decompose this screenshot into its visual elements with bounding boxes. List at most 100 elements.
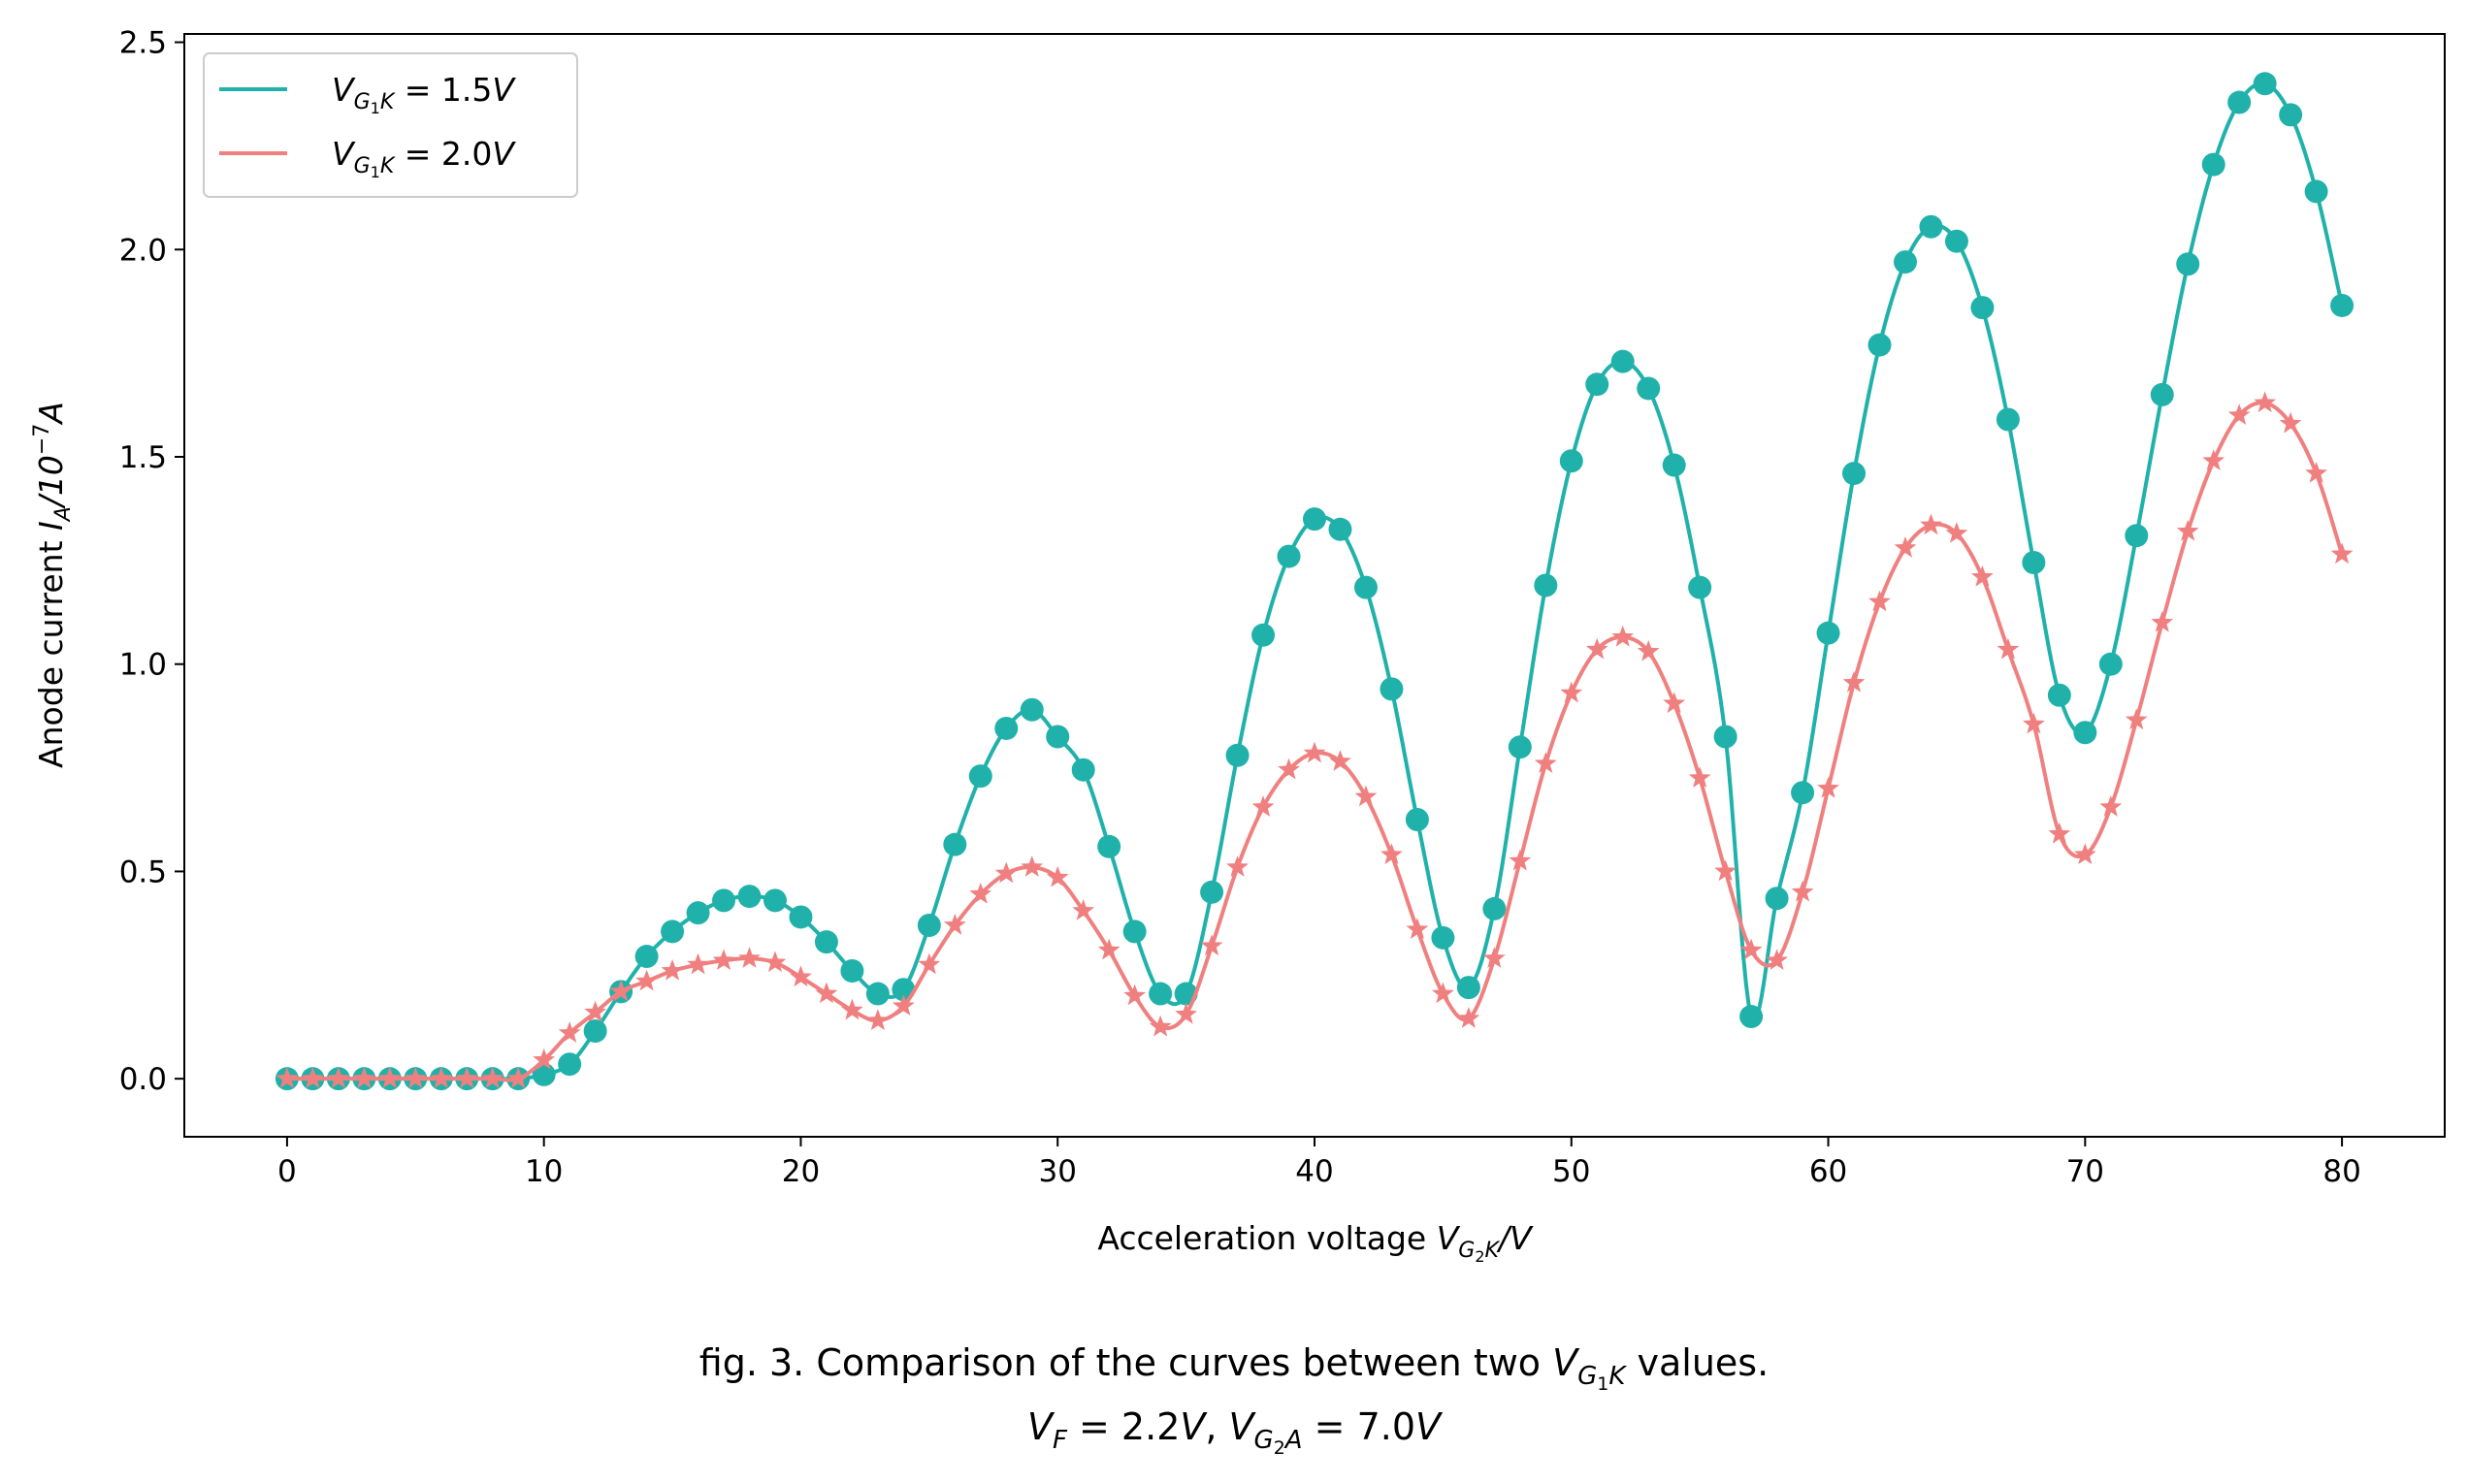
data-point [1457, 1007, 1480, 1028]
data-point [2253, 72, 2277, 96]
data-point [1585, 372, 1609, 397]
data-point [558, 1052, 582, 1077]
caption-line-2: VF = 2.2V, VG2A = 7.0V [1027, 1405, 1444, 1459]
data-point [1303, 741, 1326, 763]
data-point [1509, 849, 1532, 871]
data-point [1303, 507, 1326, 532]
data-point [1534, 752, 1557, 774]
data-point [1097, 938, 1120, 960]
y-axis-label: Anode current IA/10−7A [30, 402, 76, 768]
data-point [969, 882, 992, 904]
data-point [1688, 575, 1712, 599]
data-point [865, 982, 890, 1006]
data-point [1610, 349, 1635, 373]
data-point [1482, 947, 1506, 968]
x-axis-label: Acceleration voltage VG2K/V [1097, 1219, 1534, 1266]
data-point [1842, 670, 1866, 693]
data-point [866, 1009, 890, 1031]
data-point [1714, 859, 1737, 882]
data-point [2125, 524, 2149, 548]
series-1 [275, 72, 2354, 1091]
data-point [1046, 725, 1070, 749]
plot-area [275, 72, 2354, 1091]
data-point [790, 965, 812, 987]
x-tick-label: 30 [1039, 1154, 1077, 1189]
series-2 [276, 391, 2354, 1088]
y-tick-label: 2.0 [119, 233, 167, 268]
x-tick-label: 60 [1809, 1154, 1847, 1189]
data-point [841, 998, 863, 1020]
data-point [2125, 708, 2148, 730]
x-tick-label: 40 [1295, 1154, 1333, 1189]
data-point [1637, 639, 1660, 661]
data-point [968, 764, 992, 789]
data-point [2279, 411, 2302, 434]
data-point [1765, 887, 1789, 911]
data-point [892, 994, 915, 1016]
data-point [609, 980, 633, 1002]
data-point [1996, 407, 2020, 432]
data-point [2022, 712, 2045, 734]
data-point [1817, 776, 1839, 798]
data-point [918, 952, 941, 975]
data-point [1997, 637, 2020, 660]
data-point [737, 885, 762, 909]
data-point [1713, 725, 1737, 749]
data-point [1534, 573, 1558, 597]
caption-line-1: fig. 3. Comparison of the curves between… [699, 1341, 1769, 1395]
data-point [1611, 625, 1635, 647]
data-point [1251, 795, 1275, 817]
data-point [634, 945, 659, 969]
data-point [1739, 938, 1763, 960]
data-point [1225, 743, 1250, 767]
x-tick-label: 20 [782, 1154, 820, 1189]
data-point [2073, 721, 2097, 745]
data-point [1149, 982, 1173, 1006]
data-point [1149, 1015, 1172, 1037]
data-point [840, 959, 864, 984]
data-point [404, 1067, 427, 1088]
data-point [1406, 918, 1429, 939]
data-point [2227, 403, 2251, 425]
x-tick-label: 50 [1552, 1154, 1590, 1189]
data-point [1021, 855, 1044, 877]
y-tick-label: 0.0 [119, 1062, 167, 1097]
data-point [2151, 610, 2174, 632]
data-point [2304, 179, 2328, 204]
data-point [1945, 522, 1968, 543]
data-point [1020, 697, 1044, 722]
data-point [1277, 544, 1301, 568]
data-point [584, 1000, 607, 1022]
data-point [1637, 376, 1661, 401]
figure-caption: fig. 3. Comparison of the curves between… [699, 1341, 1769, 1459]
data-point [455, 1067, 478, 1088]
data-point [506, 1067, 530, 1088]
data-point [1123, 984, 1147, 1006]
data-point [533, 1048, 556, 1070]
data-point [1353, 575, 1378, 599]
data-point [917, 914, 941, 938]
data-point [1508, 735, 1532, 759]
data-point [1431, 925, 1455, 950]
series-line [286, 81, 2345, 1081]
data-point [2099, 795, 2123, 817]
x-tick-label: 80 [2322, 1154, 2360, 1189]
plot-frame [183, 33, 2446, 1138]
data-point [1175, 1002, 1198, 1024]
y-axis: 0.0 0.5 1.0 1.5 2.0 2.5 [119, 26, 184, 1097]
data-point [276, 1067, 299, 1088]
data-point [661, 919, 685, 944]
data-point [1278, 758, 1300, 780]
data-point [738, 947, 761, 968]
legend: VG1K = 1.5V VG1K = 2.0V [203, 52, 578, 198]
data-point [661, 959, 684, 981]
data-point [2048, 822, 2071, 844]
data-point [1893, 250, 1917, 274]
data-point [2254, 391, 2277, 413]
data-point [1791, 880, 1814, 902]
data-point [2227, 90, 2252, 114]
data-point [1405, 808, 1429, 832]
legend-label-series-1: VG1K = 1.5V [332, 71, 516, 117]
data-point [583, 1019, 607, 1044]
data-point [994, 861, 1018, 884]
